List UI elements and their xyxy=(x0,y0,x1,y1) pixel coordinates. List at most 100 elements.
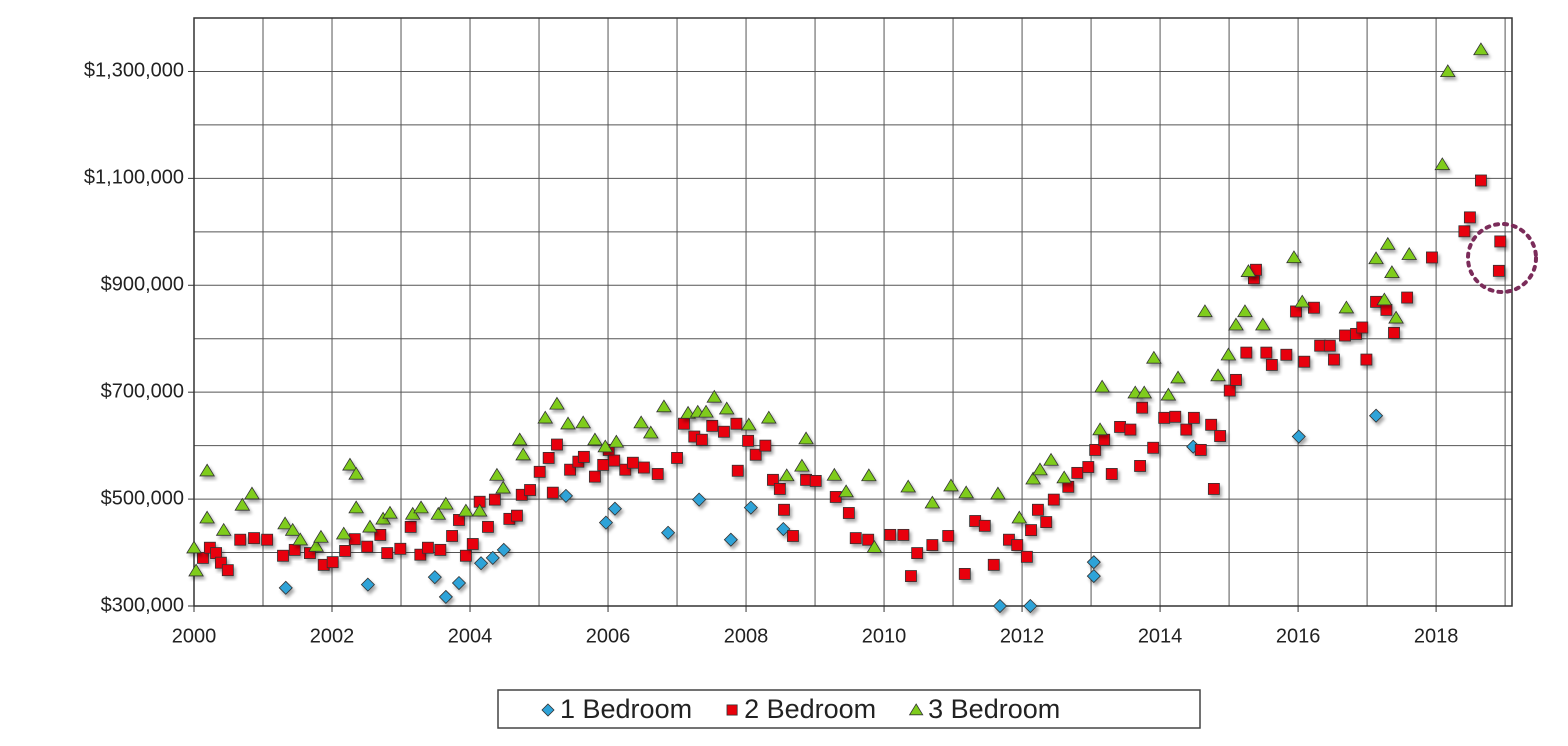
point xyxy=(1025,524,1037,537)
legend-box xyxy=(497,689,1201,729)
point xyxy=(374,528,387,541)
point xyxy=(524,484,536,496)
point xyxy=(560,416,576,430)
point xyxy=(1205,418,1218,431)
point xyxy=(1376,292,1393,306)
point xyxy=(1240,264,1257,277)
point xyxy=(990,486,1006,500)
point xyxy=(1492,264,1505,277)
point xyxy=(1092,422,1108,436)
point xyxy=(558,488,574,503)
point xyxy=(706,419,719,432)
point xyxy=(1223,384,1236,397)
point xyxy=(671,452,683,464)
point xyxy=(1291,429,1306,444)
point xyxy=(313,529,329,543)
point xyxy=(587,432,603,446)
point xyxy=(244,486,260,500)
point xyxy=(958,485,975,499)
point xyxy=(1032,462,1048,476)
point xyxy=(326,556,339,569)
point xyxy=(451,575,467,591)
point xyxy=(1388,310,1404,324)
point xyxy=(1286,250,1302,264)
point xyxy=(413,500,429,514)
point xyxy=(911,547,924,560)
point xyxy=(1136,385,1153,399)
point xyxy=(546,486,559,499)
point xyxy=(842,507,855,519)
point xyxy=(404,520,417,533)
point xyxy=(234,497,251,511)
point xyxy=(414,548,427,561)
point xyxy=(958,568,971,580)
point xyxy=(438,589,453,604)
point xyxy=(515,447,532,461)
point xyxy=(1401,291,1414,304)
point xyxy=(637,461,650,474)
point xyxy=(288,543,301,556)
point xyxy=(1356,321,1369,334)
point xyxy=(723,532,738,547)
point xyxy=(342,457,358,471)
point xyxy=(1388,326,1400,339)
y-tick-label: $500,000 xyxy=(101,487,184,509)
x-tick-label: 2004 xyxy=(448,625,493,647)
legend-label: 2 Bedroom xyxy=(744,694,876,724)
point xyxy=(1197,304,1213,318)
point xyxy=(794,458,810,472)
point xyxy=(362,519,378,533)
point xyxy=(598,515,614,530)
point xyxy=(404,506,421,520)
x-tick-label: 2002 xyxy=(310,625,355,647)
point xyxy=(489,467,505,481)
point xyxy=(608,434,625,448)
point xyxy=(1082,461,1095,473)
point xyxy=(1240,346,1253,359)
point xyxy=(661,525,676,540)
point xyxy=(1323,339,1336,352)
point xyxy=(466,538,479,550)
point xyxy=(978,519,991,532)
point xyxy=(826,467,843,481)
point xyxy=(678,417,690,430)
y-tick-label: $1,100,000 xyxy=(84,167,184,189)
legend: 1 Bedroom 2 Bedroom 3 Bedroom xyxy=(541,694,1060,724)
point xyxy=(776,521,791,537)
point xyxy=(1426,251,1438,264)
point xyxy=(1220,347,1237,361)
legend-label: 1 Bedroom xyxy=(560,694,692,724)
plot-frame xyxy=(193,17,1513,607)
point xyxy=(459,549,472,562)
point xyxy=(992,598,1008,614)
point xyxy=(1228,317,1244,331)
point xyxy=(234,533,247,546)
point xyxy=(488,493,501,506)
point xyxy=(1094,379,1110,393)
point xyxy=(1328,353,1340,366)
legend-label: 3 Bedroom xyxy=(928,694,1060,724)
point xyxy=(577,450,590,463)
point xyxy=(607,501,622,516)
point xyxy=(348,466,365,480)
point xyxy=(360,577,375,592)
highlight-circle xyxy=(1466,222,1538,294)
point xyxy=(188,563,204,577)
point xyxy=(905,570,917,582)
point xyxy=(533,465,546,478)
point xyxy=(1180,423,1193,436)
point xyxy=(642,425,659,439)
point xyxy=(1237,304,1253,318)
point xyxy=(564,463,577,476)
point xyxy=(740,417,757,431)
point xyxy=(1032,503,1044,516)
point xyxy=(1056,470,1073,484)
point xyxy=(335,526,352,540)
point xyxy=(760,410,777,424)
legend-marker xyxy=(541,703,555,717)
point xyxy=(511,509,523,522)
point xyxy=(1187,411,1200,424)
point xyxy=(292,532,309,546)
point xyxy=(1105,468,1118,480)
